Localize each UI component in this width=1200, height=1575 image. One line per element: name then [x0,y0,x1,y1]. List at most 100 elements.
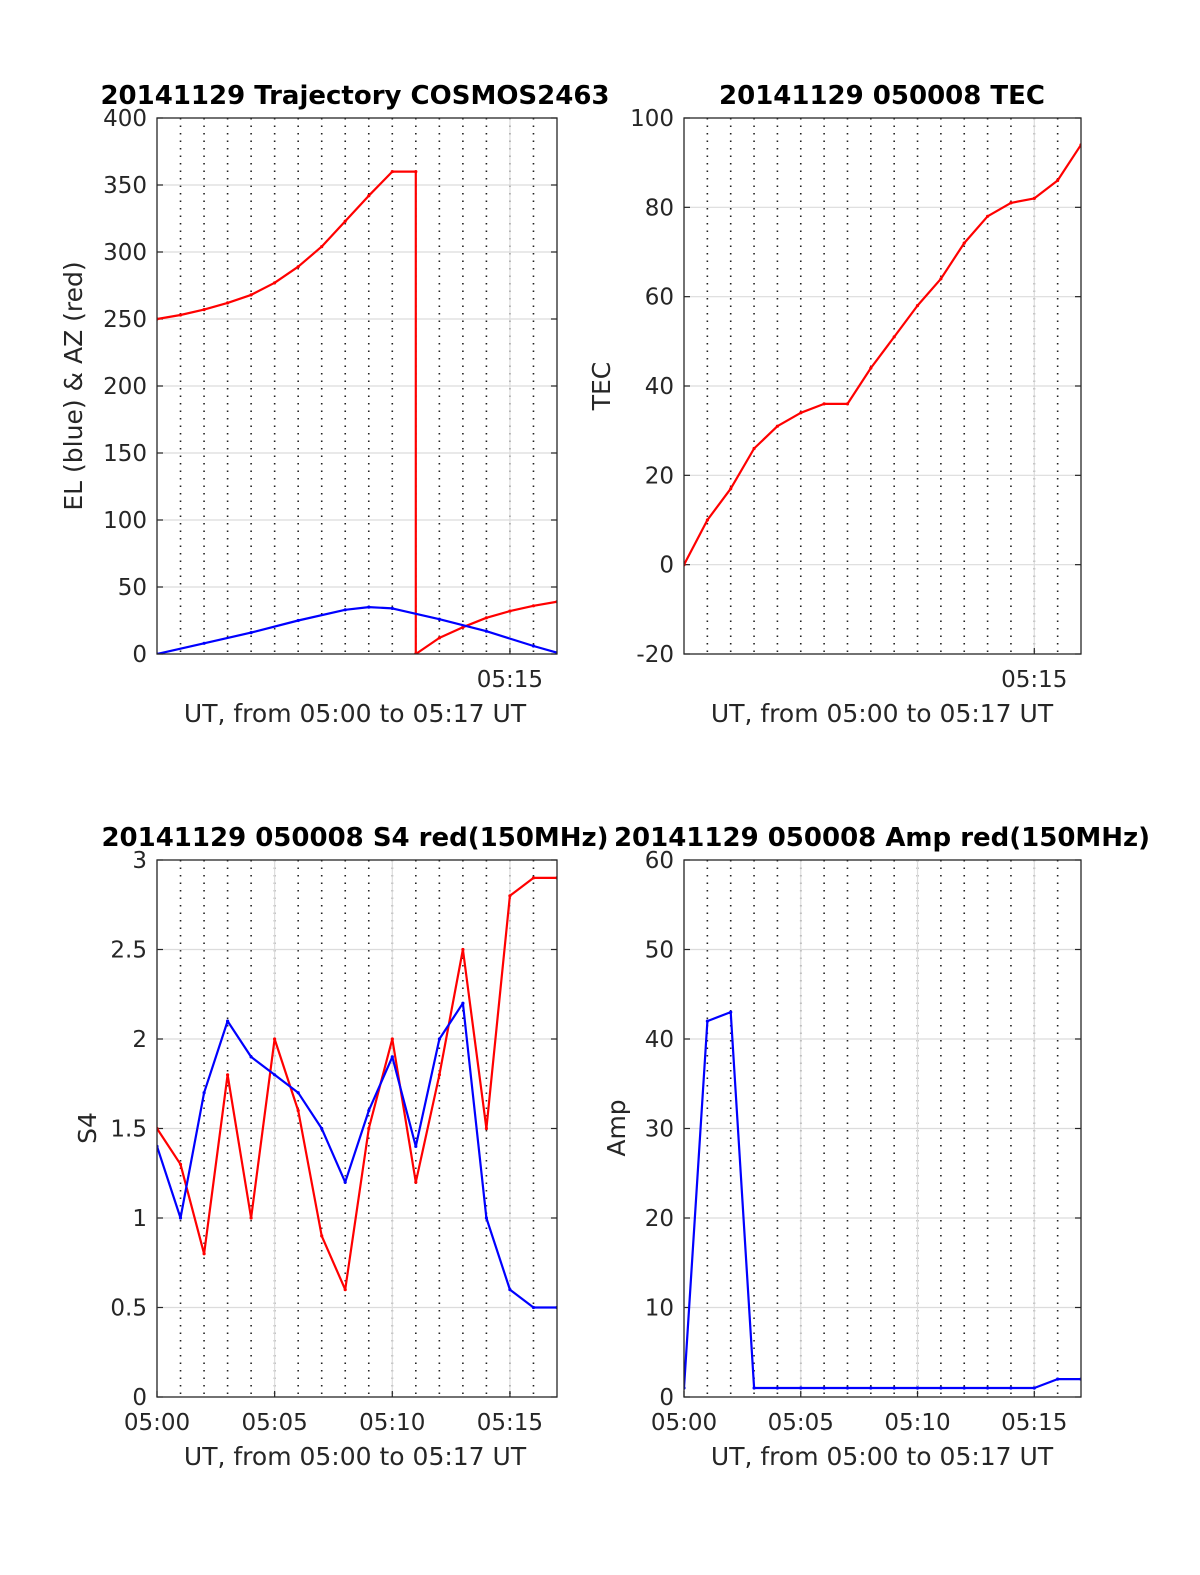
tec-data-point [892,335,896,339]
amp-data-point [1009,1386,1013,1390]
s4-data-point [390,1055,394,1059]
tec-data-point [729,487,733,491]
s4-data-point [437,1037,441,1041]
trajectory-data-point [531,644,536,648]
amp-xtick-label: 05:15 [1001,1410,1067,1436]
tec-data-point [705,518,710,522]
s4-data-point [461,1001,465,1005]
s4-data-point [484,1216,488,1220]
s4-ytick-label: 2.5 [110,938,147,964]
trajectory-data-point [273,281,277,285]
trajectory-data-point [367,605,371,609]
s4-series-line [157,1002,557,1309]
amp-ytick-label: 20 [645,1206,674,1232]
s4-ytick-label: 2 [132,1027,147,1053]
s4-data-point [273,1037,277,1041]
s4-ytick-label: 0 [132,1385,147,1411]
s4-data-point [202,1252,206,1256]
s4-data-point [178,1162,183,1166]
amp-data-point [845,1386,850,1390]
tec-data-point [752,446,756,451]
amp-data-point [729,1010,733,1014]
trajectory-data-point [178,313,183,317]
s4-ytick-label: 1.5 [110,1117,147,1143]
tec-data-point [822,402,826,406]
amp-data-point [1032,1386,1036,1390]
s4-data-point [178,1216,183,1220]
tec-data-point [799,411,803,415]
trajectory-ytick-label: 150 [103,441,147,467]
trajectory-data-point [226,301,230,305]
trajectory-data-point [320,245,324,249]
s4-data-point [249,1055,253,1059]
tec-data-point [1032,196,1036,200]
s4-data-point [508,894,512,898]
s4-data-point [531,1305,536,1310]
tec-ytick-label: 0 [659,553,674,579]
trajectory-xtick-label: 05:15 [477,667,543,693]
trajectory-panel: 20141129 Trajectory COSMOS2463 UT, from … [59,81,610,728]
amp-data-point [869,1386,873,1390]
trajectory-data-point [296,265,300,269]
s4-data-point [320,1234,324,1238]
tec-series-line [684,144,1081,566]
s4-data-point [226,1073,230,1077]
trajectory-data-point [508,609,512,613]
s4-title: 20141129 050008 S4 red(150MHz) [101,823,608,853]
s4-data-point [367,1126,371,1131]
trajectory-xlabel: UT, from 05:00 to 05:17 UT [184,699,527,728]
trajectory-data-point [414,170,418,174]
tec-data-point [775,424,780,428]
amp-ytick-label: 50 [645,938,674,964]
tec-data-point [845,402,850,406]
amp-xtick-label: 05:05 [768,1410,834,1436]
trajectory-data-point [484,616,488,620]
amp-data-point [775,1386,780,1390]
s4-ytick-label: 3 [132,848,147,874]
s4-data-point [461,947,465,952]
amp-ylabel: Amp [602,1099,631,1156]
s4-data-point [320,1126,324,1131]
amp-ytick-label: 40 [645,1027,674,1053]
amp-axes-frame [683,859,1082,1398]
s4-xtick-label: 05:15 [477,1410,543,1436]
amp-ytick-label: 60 [645,848,674,874]
s4-data-point [296,1109,300,1113]
s4-panel: 20141129 050008 S4 red(150MHz) UT, from … [73,823,609,1471]
s4-data-point [484,1126,488,1131]
amp-data-point [962,1386,966,1390]
trajectory-data-point [390,606,394,611]
trajectory-data-point [367,194,371,198]
amp-data-point [799,1386,803,1390]
amp-data-point [752,1386,756,1390]
trajectory-data-point [343,608,347,612]
tec-data-point [869,366,873,370]
tec-data-point [986,214,990,218]
tec-ytick-label: -20 [636,642,674,668]
s4-data-point [414,1144,418,1148]
s4-data-point [249,1216,253,1220]
amp-xtick-label: 05:10 [884,1410,950,1436]
trajectory-data-point [390,170,394,174]
s4-data-point [531,876,536,880]
s4-xtick-label: 05:10 [359,1410,425,1436]
trajectory-ytick-label: 200 [103,374,147,400]
amp-data-point [1056,1377,1060,1381]
trajectory-data-point [296,618,300,623]
s4-data-point [414,1180,418,1184]
amp-panel: 20141129 050008 Amp red(150MHz) UT, from… [602,823,1150,1471]
trajectory-ytick-label: 350 [103,173,147,199]
trajectory-data-point [343,219,347,223]
tec-ytick-label: 100 [630,106,674,132]
trajectory-data-point [437,617,441,621]
trajectory-ytick-label: 250 [103,307,147,333]
s4-data-point [296,1091,300,1095]
trajectory-ylabel: EL (blue) & AZ (red) [59,261,88,510]
tec-ytick-label: 40 [645,374,674,400]
amp-series-line [684,1010,1081,1390]
tec-title: 20141129 050008 TEC [719,81,1045,111]
tec-ytick-label: 20 [645,463,674,489]
trajectory-data-point [202,308,206,312]
tec-xtick-label: 05:15 [1001,667,1067,693]
